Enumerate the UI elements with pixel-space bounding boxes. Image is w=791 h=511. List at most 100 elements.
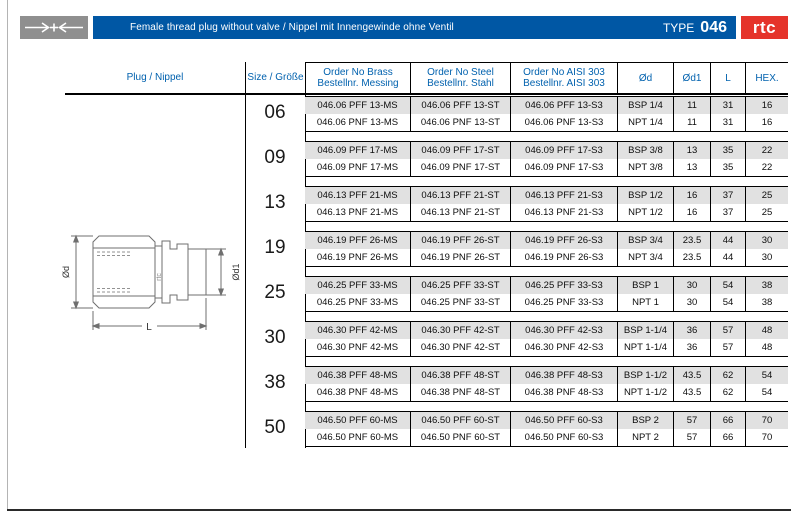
cell-od: NPT 3/4 xyxy=(617,249,673,266)
cell-steel: 046.30 PFF 42-ST xyxy=(410,322,510,339)
cell-od: BSP 1-1/2 xyxy=(617,367,673,384)
cell-brass: 046.25 PNF 33-MS xyxy=(316,297,399,308)
cell-od1: 30 xyxy=(673,277,710,294)
cell-aisi: 046.09 PFF 17-S3 xyxy=(510,142,617,159)
cell-od: BSP 1/4 xyxy=(617,97,673,114)
cell-l: 44 xyxy=(710,232,745,249)
cell-od: NPT 1-1/4 xyxy=(617,339,673,356)
column-rule-plug-size xyxy=(245,93,246,448)
cell-hex: 22 xyxy=(745,159,788,176)
table-group: 046.50 PFF 60-MS 046.50 PFF 60-ST 046.50 P… xyxy=(305,411,788,447)
cell-od1: 57 xyxy=(673,429,710,446)
cell-od1: 13 xyxy=(673,142,710,159)
cell-l: 44 xyxy=(710,249,745,266)
header-order-steel: Order No Steel Bestellnr. Stahl xyxy=(410,62,510,93)
plug-technical-drawing: Ød Ød1 L rtc xyxy=(61,234,241,333)
cell-brass: 046.25 PFF 33-MS xyxy=(305,277,410,294)
cell-od: NPT 1 xyxy=(617,294,673,311)
cell-aisi: 046.38 PNF 48-S3 xyxy=(510,384,617,401)
cell-l: 35 xyxy=(710,142,745,159)
cell-brass: 046.06 PNF 13-MS xyxy=(316,117,399,128)
cell-l: 66 xyxy=(710,412,745,429)
size-label: 25 xyxy=(264,282,286,303)
cell-aisi: 046.38 PFF 48-S3 xyxy=(510,367,617,384)
table-group: 046.25 PFF 33-MS 046.25 PFF 33-ST 046.25 P… xyxy=(305,276,788,312)
table-group: 046.30 PFF 42-MS 046.30 PFF 42-ST 046.30 P… xyxy=(305,321,788,357)
cell-aisi: 046.19 PNF 26-S3 xyxy=(510,249,617,266)
rtc-logo-text: rtc xyxy=(752,17,777,37)
cell-steel: 046.19 PNF 26-ST xyxy=(410,249,510,266)
drawing-brand-text: rtc xyxy=(156,273,163,281)
cell-aisi: 046.09 PNF 17-S3 xyxy=(510,159,617,176)
cell-aisi: 046.30 PNF 42-S3 xyxy=(510,339,617,356)
cell-brass: 046.38 PFF 48-MS xyxy=(305,367,410,384)
cell-brass: 046.50 PFF 60-MS xyxy=(305,412,410,429)
size-label: 19 xyxy=(264,237,286,258)
table-group: 046.19 PFF 26-MS 046.19 PFF 26-ST 046.19 P… xyxy=(305,231,788,267)
size-label: 38 xyxy=(264,372,286,393)
cell-od: NPT 1-1/2 xyxy=(617,384,673,401)
cell-hex: 54 xyxy=(745,367,788,384)
cell-aisi: 046.13 PFF 21-S3 xyxy=(510,187,617,204)
page-left-border xyxy=(7,0,8,509)
cell-hex: 16 xyxy=(745,114,788,131)
cell-l: 54 xyxy=(710,294,745,311)
cell-aisi: 046.06 PNF 13-S3 xyxy=(510,114,617,131)
cell-od: BSP 1/2 xyxy=(617,187,673,204)
cell-hex: 70 xyxy=(745,429,788,446)
cell-l: 57 xyxy=(710,339,745,356)
rtc-logo: rtc xyxy=(741,16,788,39)
cell-brass: 046.38 PNF 48-MS xyxy=(316,387,399,398)
cell-steel: 046.25 PFF 33-ST xyxy=(410,277,510,294)
type-number: 046 xyxy=(700,18,727,36)
cell-aisi: 046.19 PFF 26-S3 xyxy=(510,232,617,249)
cell-steel: 046.25 PNF 33-ST xyxy=(410,294,510,311)
header-length: L xyxy=(710,62,745,93)
cell-steel: 046.09 PNF 17-ST xyxy=(410,159,510,176)
cell-od1: 43.5 xyxy=(673,367,710,384)
cell-od: NPT 1/2 xyxy=(617,204,673,221)
table-group: 046.06 PFF 13-MS 046.06 PFF 13-ST 046.06 P… xyxy=(305,96,788,132)
cell-l: 66 xyxy=(710,429,745,446)
cell-hex: 30 xyxy=(745,249,788,266)
cell-od1: 16 xyxy=(673,187,710,204)
cell-od1: 43.5 xyxy=(673,384,710,401)
cell-od: BSP 3/4 xyxy=(617,232,673,249)
table-header: Plug / Nippel Size / Größe Order No Bras… xyxy=(65,62,788,95)
cell-steel: 046.13 PFF 21-ST xyxy=(410,187,510,204)
cell-steel: 046.50 PNF 60-ST xyxy=(410,429,510,446)
cell-brass: 046.30 PFF 42-MS xyxy=(305,322,410,339)
cell-steel: 046.13 PNF 21-ST xyxy=(410,204,510,221)
cell-od1: 36 xyxy=(673,339,710,356)
cell-l: 54 xyxy=(710,277,745,294)
cell-od: NPT 1/4 xyxy=(617,114,673,131)
cell-aisi: 046.50 PNF 60-S3 xyxy=(510,429,617,446)
coupling-icon xyxy=(20,16,88,39)
page-bottom-border xyxy=(7,509,791,511)
cell-steel: 046.50 PFF 60-ST xyxy=(410,412,510,429)
header-od1: Ød1 xyxy=(673,62,710,93)
cell-brass: 046.09 PFF 17-MS xyxy=(305,142,410,159)
cell-hex: 25 xyxy=(745,204,788,221)
size-label: 13 xyxy=(264,192,286,213)
cell-aisi: 046.25 PNF 33-S3 xyxy=(510,294,617,311)
cell-brass: 046.09 PNF 17-MS xyxy=(316,162,399,173)
cell-l: 62 xyxy=(710,367,745,384)
cell-l: 35 xyxy=(710,159,745,176)
header-order-aisi: Order No AISI 303 Bestellnr. AISI 303 xyxy=(510,62,617,93)
table-group: 046.13 PFF 21-MS 046.13 PFF 21-ST 046.13 P… xyxy=(305,186,788,222)
cell-brass: 046.19 PNF 26-MS xyxy=(316,252,399,263)
cell-steel: 046.06 PFF 13-ST xyxy=(410,97,510,114)
cell-brass: 046.06 PFF 13-MS xyxy=(305,97,410,114)
cell-od1: 16 xyxy=(673,204,710,221)
page-title: Female thread plug without valve / Nippe… xyxy=(130,22,454,33)
cell-hex: 48 xyxy=(745,322,788,339)
cell-l: 62 xyxy=(710,384,745,401)
cell-od1: 23.5 xyxy=(673,232,710,249)
cell-brass: 046.30 PNF 42-MS xyxy=(316,342,399,353)
cell-steel: 046.06 PNF 13-ST xyxy=(410,114,510,131)
cell-aisi: 046.25 PFF 33-S3 xyxy=(510,277,617,294)
cell-brass: 046.13 PFF 21-MS xyxy=(305,187,410,204)
cell-aisi: 046.06 PFF 13-S3 xyxy=(510,97,617,114)
cell-od1: 57 xyxy=(673,412,710,429)
